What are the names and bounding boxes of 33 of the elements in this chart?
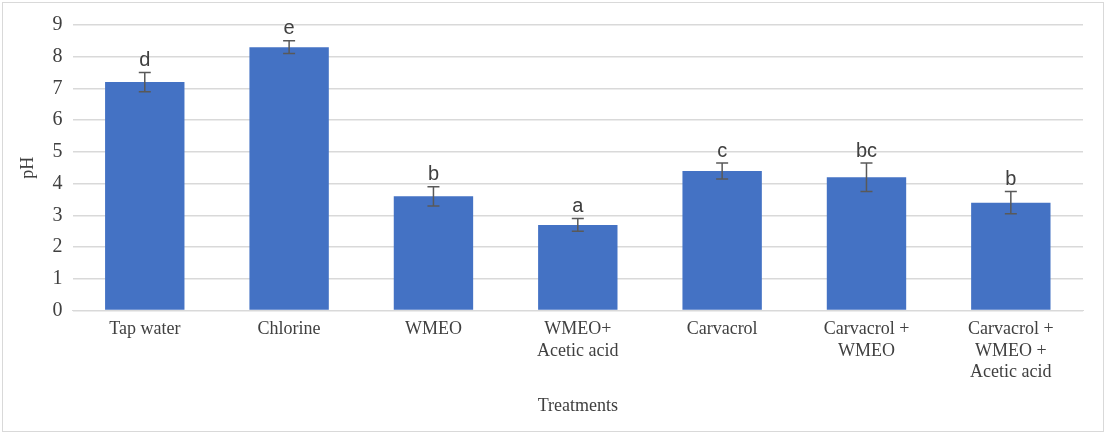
bar	[393, 196, 474, 310]
bar	[249, 47, 329, 310]
x-tick-label: Carvacrol + WMEO	[823, 318, 910, 360]
x-tick-label: Tap water	[109, 318, 181, 339]
annotation: a	[572, 194, 585, 217]
bar	[826, 177, 907, 310]
bar	[682, 170, 762, 310]
y-tick-label: 9	[52, 12, 63, 35]
y-tick-label: 6	[52, 107, 63, 130]
x-tick-label: Carvacrol	[686, 318, 758, 339]
annotation: bc	[855, 138, 878, 161]
y-tick-label: 2	[52, 234, 63, 257]
y-tick-label: 4	[52, 170, 63, 193]
annotation: b	[1005, 167, 1017, 190]
x-tick-label: WMEO	[404, 318, 462, 339]
x-tick-label: Carvacrol + WMEO + Acetic acid	[968, 318, 1054, 382]
annotation: c	[717, 138, 728, 161]
y-axis-title: pH	[16, 156, 37, 179]
y-tick-label: 7	[52, 75, 63, 98]
x-tick-label: Chlorine	[257, 318, 321, 339]
annotation: b	[427, 162, 440, 185]
y-tick-label: 1	[52, 266, 63, 289]
y-tick-label: 8	[52, 43, 63, 66]
annotation: e	[283, 16, 295, 39]
annotation: d	[139, 48, 151, 71]
y-tick-label: 0	[52, 297, 63, 320]
y-tick-label: 5	[52, 139, 63, 162]
bar	[105, 82, 185, 310]
x-axis-title: Treatments	[537, 394, 618, 415]
x-tick-label: WMEO+ Acetic acid	[537, 318, 619, 360]
bar	[538, 224, 618, 310]
y-tick-label: 3	[52, 202, 63, 225]
bar	[971, 202, 1051, 310]
